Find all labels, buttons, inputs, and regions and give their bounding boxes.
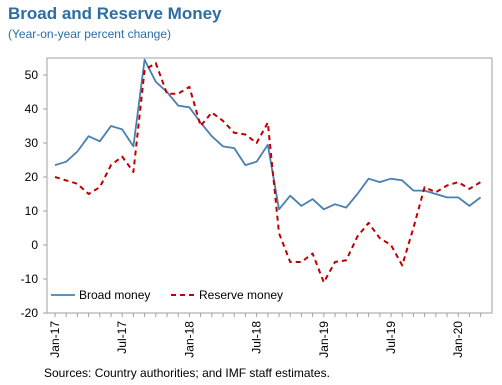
x-tick-label: Jan-20 bbox=[451, 321, 465, 358]
y-tick-label: 20 bbox=[25, 170, 39, 184]
x-tick-label: Jan-19 bbox=[317, 321, 331, 358]
chart-title: Broad and Reserve Money bbox=[8, 4, 222, 23]
broad-money-line bbox=[54, 58, 482, 211]
plot-frame bbox=[46, 57, 493, 314]
y-tick-label: 40 bbox=[25, 102, 39, 116]
x-tick-label: Jul-17 bbox=[115, 321, 129, 354]
source-note: Sources: Country authorities; and IMF st… bbox=[44, 366, 330, 380]
legend-label-broad-money: Broad money bbox=[79, 288, 150, 302]
x-tick-label: Jan-18 bbox=[182, 321, 196, 358]
y-tick-label: -10 bbox=[21, 272, 39, 286]
x-tick-label: Jul-19 bbox=[384, 321, 398, 354]
y-tick-label: 0 bbox=[31, 238, 38, 252]
reserve-money-line bbox=[54, 62, 482, 284]
chart-subtitle: (Year-on-year percent change) bbox=[8, 27, 171, 41]
y-tick-label: 10 bbox=[25, 204, 39, 218]
legend-label-reserve-money: Reserve money bbox=[199, 288, 283, 302]
y-tick-label: -20 bbox=[21, 306, 39, 320]
x-tick-label: Jan-17 bbox=[48, 321, 62, 358]
y-tick-label: 50 bbox=[25, 68, 39, 82]
x-tick-label: Jul-18 bbox=[250, 321, 264, 354]
y-tick-label: 30 bbox=[25, 136, 39, 150]
